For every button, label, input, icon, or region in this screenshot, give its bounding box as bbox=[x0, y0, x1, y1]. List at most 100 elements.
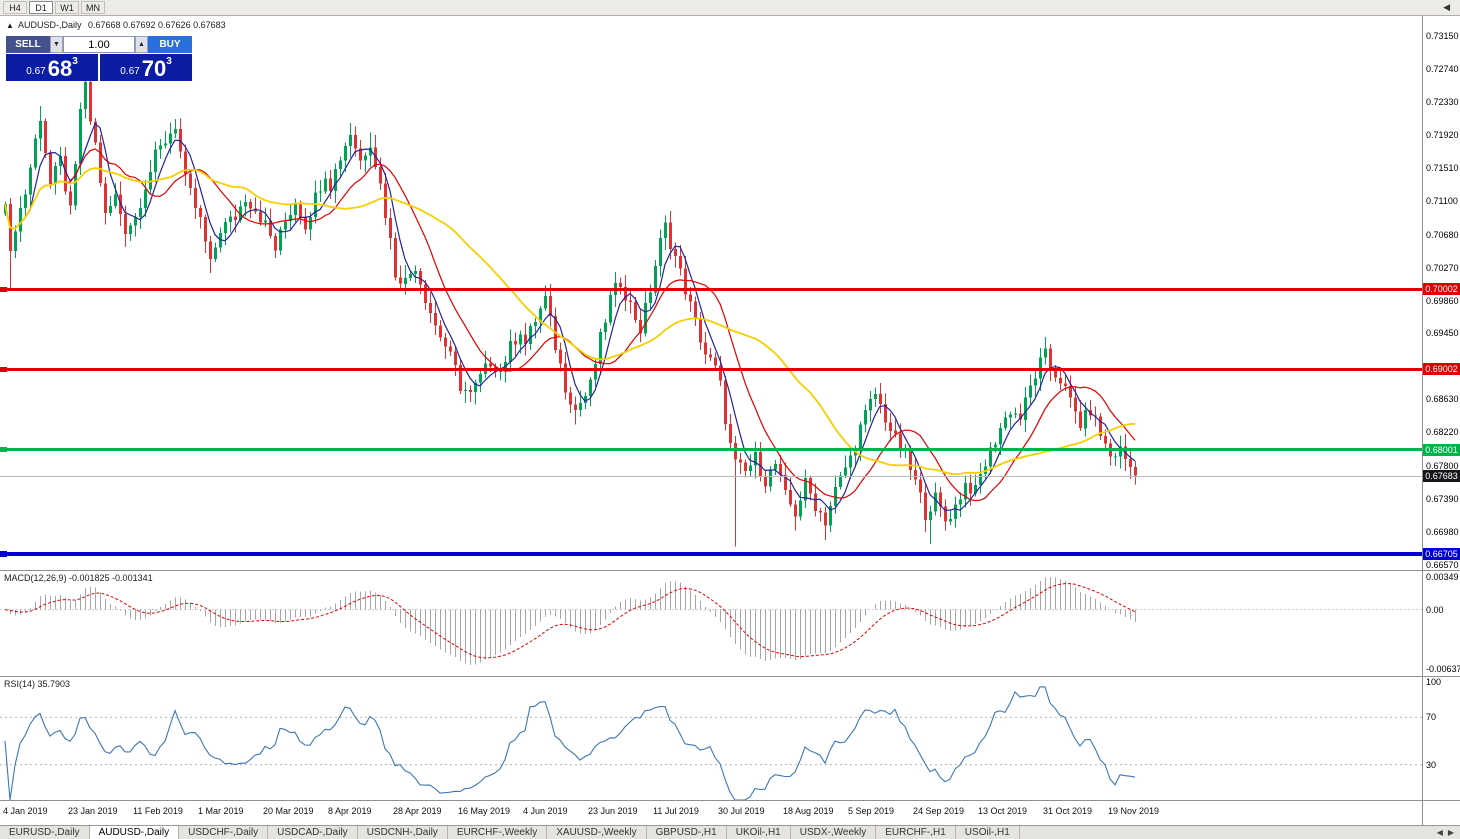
timeframe-button-d1[interactable]: D1 bbox=[29, 1, 53, 14]
current-price-box: 0.67683 bbox=[1423, 469, 1460, 482]
price-axis-label: 0.69860 bbox=[1426, 295, 1459, 306]
timeframe-group: H4 D1 W1 MN bbox=[3, 1, 107, 14]
date-axis-label: 28 Apr 2019 bbox=[393, 806, 442, 816]
sell-button[interactable]: SELL bbox=[6, 36, 50, 53]
tab-usoil-h1[interactable]: USOil-,H1 bbox=[955, 826, 1020, 839]
date-axis-label: 23 Jun 2019 bbox=[588, 806, 638, 816]
level-line-0.70002[interactable] bbox=[0, 287, 1422, 291]
macd-panel-separator[interactable] bbox=[0, 570, 1460, 571]
date-axis-label: 11 Jul 2019 bbox=[653, 806, 699, 816]
volume-stepper[interactable]: ▲ bbox=[135, 36, 148, 53]
level-line-0.69002[interactable] bbox=[0, 367, 1422, 371]
date-axis-label: 4 Jan 2019 bbox=[3, 806, 48, 816]
macd-axis-label: 0.00349 bbox=[1426, 572, 1459, 582]
timeframe-toolbar: H4 D1 W1 MN ◀ bbox=[0, 0, 1460, 16]
date-axis-label: 16 May 2019 bbox=[458, 806, 511, 816]
macd-indicator-canvas[interactable] bbox=[0, 571, 1422, 676]
price-axis-label: 0.68220 bbox=[1426, 427, 1459, 438]
volume-dropdown-icon[interactable]: ▼ bbox=[50, 36, 63, 53]
level-handle-icon[interactable] bbox=[0, 551, 7, 558]
chart-ohlc-values: 0.67668 0.67692 0.67626 0.67683 bbox=[87, 20, 226, 30]
date-axis-label: 18 Aug 2019 bbox=[783, 806, 834, 816]
buy-price-sup: 3 bbox=[166, 56, 172, 67]
buy-price-big: 70 bbox=[141, 56, 167, 81]
rsi-axis-label: 70 bbox=[1426, 712, 1437, 723]
current-price-line bbox=[0, 475, 1422, 477]
one-click-trading-panel: SELL ▼ 1.00 ▲ BUY 0.67 68 3 0.67 70 3 bbox=[6, 36, 192, 81]
timeframe-button-h4[interactable]: H4 bbox=[3, 1, 27, 14]
tab-gbpusd-h1[interactable]: GBPUSD-,H1 bbox=[646, 826, 727, 839]
tab-eurusd-daily[interactable]: EURUSD-,Daily bbox=[0, 826, 90, 839]
date-axis-label: 11 Feb 2019 bbox=[133, 806, 183, 816]
macd-axis-label: -0.00637 bbox=[1426, 664, 1460, 674]
symbol-marker-icon: ▲ bbox=[6, 21, 14, 30]
price-axis-label: 0.66570 bbox=[1426, 560, 1459, 570]
tab-audusd-daily[interactable]: AUDUSD-,Daily bbox=[89, 826, 180, 839]
price-axis-label: 0.70680 bbox=[1426, 229, 1459, 240]
level-price-box: 0.69002 bbox=[1423, 363, 1460, 376]
date-axis-label: 31 Oct 2019 bbox=[1043, 806, 1093, 816]
timeframe-button-mn[interactable]: MN bbox=[81, 1, 105, 14]
buy-price-button[interactable]: 0.67 70 3 bbox=[100, 54, 192, 81]
volume-input[interactable]: 1.00 bbox=[63, 36, 135, 53]
date-axis-label: 20 Mar 2019 bbox=[263, 806, 314, 816]
chart-symbol-label: AUDUSD-,Daily bbox=[17, 20, 82, 30]
date-axis-separator bbox=[0, 800, 1460, 801]
date-axis-label: 8 Apr 2019 bbox=[328, 806, 372, 816]
level-handle-icon[interactable] bbox=[0, 447, 7, 453]
date-axis-label: 1 Mar 2019 bbox=[198, 806, 244, 816]
rsi-panel-separator[interactable] bbox=[0, 676, 1460, 677]
date-axis-label: 5 Sep 2019 bbox=[848, 806, 895, 816]
price-axis-label: 0.71100 bbox=[1426, 195, 1458, 206]
level-line-0.66705[interactable] bbox=[0, 552, 1422, 557]
rsi-axis-label: 30 bbox=[1426, 759, 1437, 770]
tab-scroll-right-icon[interactable]: ▶ bbox=[1447, 828, 1454, 837]
price-axis-label: 0.67800 bbox=[1426, 461, 1459, 472]
level-line-0.68001[interactable] bbox=[0, 448, 1422, 452]
price-axis-label: 0.73150 bbox=[1426, 31, 1459, 41]
tab-scroll-left-icon[interactable]: ◀ bbox=[1436, 828, 1443, 837]
date-axis-label: 13 Oct 2019 bbox=[978, 806, 1028, 816]
price-axis-label: 0.66980 bbox=[1426, 527, 1459, 538]
buy-price-prefix: 0.67 bbox=[120, 66, 140, 77]
tab-usdchf-daily[interactable]: USDCHF-,Daily bbox=[179, 826, 269, 839]
rsi-label: RSI(14) 35.7903 bbox=[4, 679, 71, 689]
chart-header: ▲ AUDUSD-,Daily 0.67668 0.67692 0.67626 … bbox=[6, 20, 226, 30]
level-handle-icon[interactable] bbox=[0, 286, 7, 292]
axis-separator bbox=[1422, 16, 1423, 825]
price-chart-canvas[interactable] bbox=[0, 16, 1422, 570]
macd-label: MACD(12,26,9) -0.001825 -0.001341 bbox=[4, 573, 153, 583]
tab-xauusd-weekly[interactable]: XAUUSD-,Weekly bbox=[547, 826, 647, 839]
tab-scroll-arrows: ◀ ▶ bbox=[1432, 826, 1460, 839]
tab-ukoil-h1[interactable]: UKOil-,H1 bbox=[726, 826, 791, 839]
tab-eurchf-weekly[interactable]: EURCHF-,Weekly bbox=[447, 826, 548, 839]
price-axis-label: 0.69450 bbox=[1426, 328, 1459, 339]
macd-axis-label: 0.00 bbox=[1426, 604, 1444, 615]
sell-price-button[interactable]: 0.67 68 3 bbox=[6, 54, 98, 81]
tab-eurchf-h1[interactable]: EURCHF-,H1 bbox=[876, 826, 956, 839]
level-handle-icon[interactable] bbox=[0, 366, 7, 372]
date-axis-label: 4 Jun 2019 bbox=[523, 806, 568, 816]
price-axis-label: 0.72330 bbox=[1426, 96, 1459, 107]
rsi-axis-label: 100 bbox=[1426, 677, 1442, 687]
date-axis-label: 23 Jan 2019 bbox=[68, 806, 118, 816]
level-price-box: 0.66705 bbox=[1423, 548, 1460, 561]
price-axis-label: 0.68630 bbox=[1426, 394, 1459, 405]
rsi-indicator-canvas[interactable] bbox=[0, 677, 1422, 800]
price-axis-label: 0.70270 bbox=[1426, 262, 1459, 273]
price-axis-label: 0.67390 bbox=[1426, 494, 1459, 505]
buy-button[interactable]: BUY bbox=[148, 36, 192, 53]
tab-usdcnh-daily[interactable]: USDCNH-,Daily bbox=[357, 826, 448, 839]
tab-usdx-weekly[interactable]: USDX-,Weekly bbox=[790, 826, 877, 839]
timeframe-button-w1[interactable]: W1 bbox=[55, 1, 79, 14]
date-axis-label: 19 Nov 2019 bbox=[1108, 806, 1160, 816]
tab-usdcad-daily[interactable]: USDCAD-,Daily bbox=[268, 826, 358, 839]
price-axis-label: 0.71510 bbox=[1426, 162, 1459, 173]
level-price-box: 0.70002 bbox=[1423, 283, 1460, 296]
date-axis-label: 24 Sep 2019 bbox=[913, 806, 965, 816]
toolbar-scroll-left-icon[interactable]: ◀ bbox=[1443, 2, 1450, 12]
price-axis-label: 0.72740 bbox=[1426, 63, 1459, 74]
chart-tab-bar: EURUSD-,Daily AUDUSD-,Daily USDCHF-,Daily U… bbox=[0, 825, 1460, 839]
stepper-up-icon[interactable]: ▲ bbox=[138, 40, 145, 48]
